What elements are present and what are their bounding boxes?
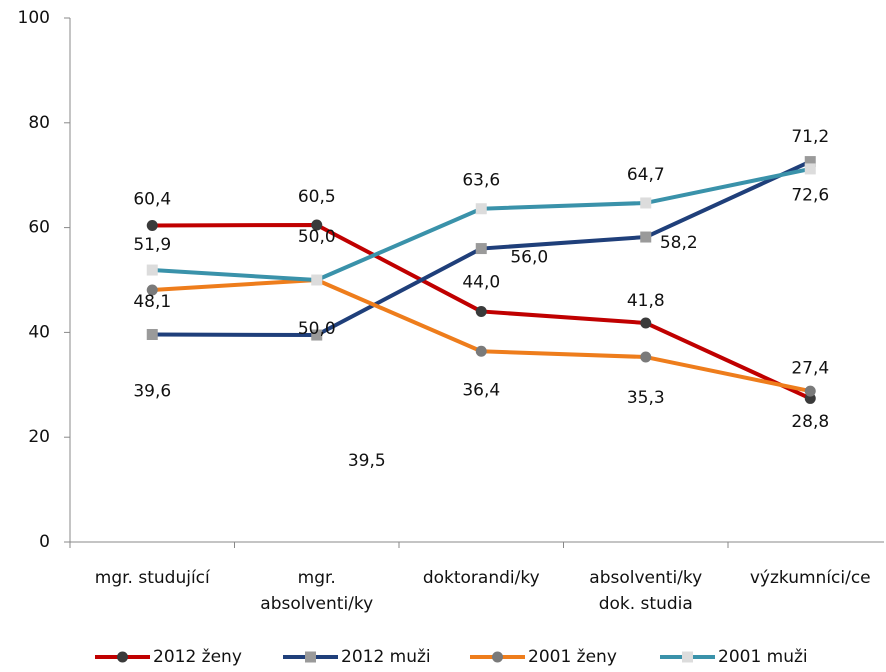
data-label: 41,8 bbox=[627, 291, 665, 311]
data-label: 71,2 bbox=[791, 127, 829, 147]
legend-marker bbox=[682, 651, 693, 663]
legend-marker bbox=[117, 651, 128, 663]
y-tick-label: 80 bbox=[28, 113, 50, 133]
marker bbox=[146, 284, 158, 296]
x-tick-label: absolventi/ky bbox=[260, 594, 373, 614]
legend-marker bbox=[305, 651, 316, 663]
marker bbox=[311, 274, 323, 286]
marker bbox=[475, 203, 487, 215]
data-label: 48,1 bbox=[133, 292, 171, 312]
marker bbox=[311, 329, 323, 341]
data-label: 51,9 bbox=[133, 235, 171, 255]
data-label: 60,5 bbox=[298, 187, 336, 207]
data-label: 50,0 bbox=[298, 319, 336, 339]
marker bbox=[640, 351, 652, 363]
y-tick-label: 0 bbox=[39, 532, 50, 552]
data-label: 28,8 bbox=[791, 412, 829, 432]
data-label: 44,0 bbox=[462, 272, 500, 292]
data-label: 72,6 bbox=[791, 186, 829, 206]
x-tick-label: absolventi/ky bbox=[589, 568, 702, 588]
data-label: 56,0 bbox=[510, 248, 548, 268]
x-tick-label: doktorandi/ky bbox=[423, 568, 540, 588]
marker bbox=[640, 317, 652, 329]
y-tick-label: 60 bbox=[28, 218, 50, 238]
data-label: 63,6 bbox=[462, 171, 500, 191]
data-label: 64,7 bbox=[627, 165, 665, 185]
marker bbox=[475, 305, 487, 317]
marker bbox=[640, 197, 652, 209]
marker bbox=[146, 328, 158, 340]
y-tick-label: 100 bbox=[18, 8, 50, 28]
legend-label: 2001 muži bbox=[718, 647, 808, 667]
marker bbox=[475, 243, 487, 255]
data-label: 35,3 bbox=[627, 388, 665, 408]
x-tick-label: dok. studia bbox=[599, 594, 693, 614]
marker bbox=[640, 231, 652, 243]
y-tick-label: 20 bbox=[28, 427, 50, 447]
marker bbox=[311, 219, 323, 231]
legend-label: 2012 ženy bbox=[153, 647, 242, 667]
data-label: 50,0 bbox=[298, 227, 336, 247]
data-label: 60,4 bbox=[133, 190, 171, 210]
legend-marker bbox=[492, 651, 503, 663]
data-label: 39,5 bbox=[348, 451, 386, 471]
data-label: 27,4 bbox=[791, 358, 829, 378]
x-tick-label: mgr. studující bbox=[95, 568, 211, 588]
legend-label: 2012 muži bbox=[341, 647, 431, 667]
marker bbox=[146, 264, 158, 276]
data-label: 58,2 bbox=[660, 233, 698, 253]
data-label: 39,6 bbox=[133, 381, 171, 401]
x-tick-label: výzkumníci/ce bbox=[750, 568, 871, 588]
marker bbox=[146, 220, 158, 232]
marker bbox=[804, 156, 816, 168]
marker bbox=[475, 345, 487, 357]
x-tick-label: mgr. bbox=[298, 568, 336, 588]
legend-label: 2001 ženy bbox=[528, 647, 617, 667]
marker bbox=[804, 163, 816, 175]
marker bbox=[804, 385, 816, 397]
y-tick-label: 40 bbox=[28, 322, 50, 342]
data-label: 36,4 bbox=[462, 380, 500, 400]
